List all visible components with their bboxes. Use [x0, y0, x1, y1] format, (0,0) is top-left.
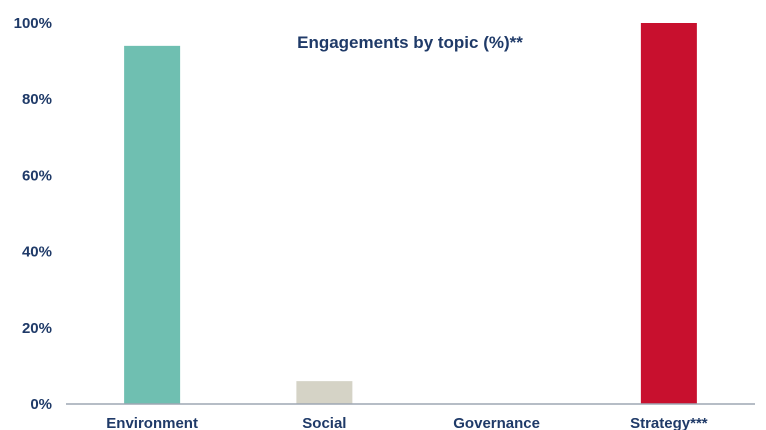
y-axis-ticks: 0% 20% 40% 60% 80% 100% — [14, 15, 52, 413]
x-tick-label: Social — [302, 415, 346, 430]
bar-environment — [124, 45, 181, 405]
bars — [124, 23, 697, 405]
chart-title: Engagements by topic (%)** — [297, 33, 523, 52]
bar-social — [296, 381, 353, 404]
y-tick-label: 0% — [30, 396, 52, 413]
y-tick-label: 40% — [22, 244, 52, 261]
y-tick-label: 80% — [22, 91, 52, 108]
y-tick-label: 60% — [22, 167, 52, 184]
y-tick-label: 20% — [22, 320, 52, 337]
x-axis-labels: Environment Social Governance Strategy*** — [106, 415, 708, 430]
bar-strategy — [640, 23, 697, 404]
x-tick-label: Strategy*** — [630, 415, 708, 430]
x-tick-label: Governance — [453, 415, 540, 430]
x-tick-label: Environment — [106, 415, 198, 430]
y-tick-label: 100% — [14, 15, 52, 32]
